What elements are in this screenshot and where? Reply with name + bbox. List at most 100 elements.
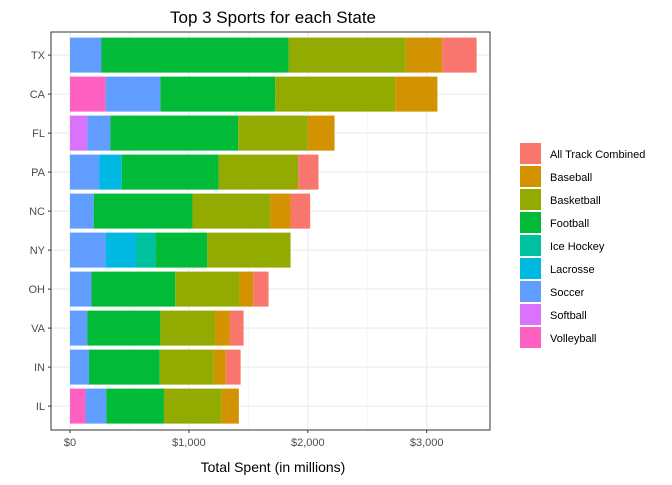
bar-ny-basketball	[207, 232, 291, 268]
bar-va-basketball	[160, 310, 216, 346]
chart-title: Top 3 Sports for each State	[170, 8, 376, 27]
bar-ca-baseball	[395, 76, 438, 112]
legend-item: Softball	[520, 304, 587, 325]
bar-pa-soccer	[70, 154, 100, 190]
legend-item: Soccer	[520, 281, 585, 302]
bar-va-all-track-combined	[229, 310, 244, 346]
legend-swatch	[520, 212, 541, 233]
legend-swatch	[520, 166, 541, 187]
y-tick-label: FL	[32, 128, 45, 140]
bar-in-baseball	[213, 349, 226, 385]
bar-fl-baseball	[307, 115, 335, 151]
legend-item: Baseball	[520, 166, 592, 187]
bar-pa-basketball	[218, 154, 299, 190]
bar-nc-football	[93, 193, 193, 229]
bar-va-baseball	[215, 310, 230, 346]
y-tick-label: CA	[30, 89, 46, 101]
bar-ny-lacrosse	[105, 232, 136, 268]
x-tick-label: $2,000	[291, 437, 325, 449]
bar-oh-football	[91, 271, 176, 307]
bar-fl-basketball	[238, 115, 308, 151]
legend-label: Football	[550, 218, 589, 230]
legend-label: Baseball	[550, 172, 592, 184]
legend-label: Basketball	[550, 195, 601, 207]
bar-ca-soccer	[105, 76, 161, 112]
legend-swatch	[520, 281, 541, 302]
bar-in-football	[89, 349, 160, 385]
x-axis-title: Total Spent (in millions)	[201, 459, 346, 475]
legend-swatch	[520, 258, 541, 279]
bar-nc-soccer	[70, 193, 94, 229]
y-tick-label: NY	[30, 245, 46, 257]
bar-tx-football	[101, 37, 289, 73]
legend-label: Ice Hockey	[550, 241, 605, 253]
bar-oh-all-track-combined	[253, 271, 269, 307]
bar-il-baseball	[221, 388, 239, 424]
bar-fl-football	[110, 115, 239, 151]
bar-oh-basketball	[175, 271, 240, 307]
bar-nc-baseball	[270, 193, 291, 229]
y-tick-label: TX	[31, 50, 46, 62]
legend-item: Lacrosse	[520, 258, 595, 279]
bar-nc-basketball	[192, 193, 271, 229]
bar-pa-lacrosse	[99, 154, 122, 190]
x-tick-label: $3,000	[410, 437, 444, 449]
y-tick-label: IL	[36, 401, 45, 413]
bar-oh-soccer	[70, 271, 92, 307]
y-tick-label: VA	[31, 323, 46, 335]
y-tick-label: NC	[29, 206, 45, 218]
y-tick-label: IN	[34, 362, 45, 374]
bar-nc-all-track-combined	[290, 193, 311, 229]
x-axis: $0 $1,000 $2,000 $3,000	[64, 430, 444, 449]
y-tick-label: OH	[29, 284, 46, 296]
bar-il-basketball	[163, 388, 222, 424]
bar-tx-all-track-combined	[442, 37, 477, 73]
bar-il-volleyball	[70, 388, 86, 424]
panel-border	[50, 31, 491, 431]
bar-ca-basketball	[275, 76, 396, 112]
bar-ny-football	[155, 232, 208, 268]
legend-item: Football	[520, 212, 589, 233]
legend-item: Volleyball	[520, 327, 596, 348]
bar-pa-all-track-combined	[298, 154, 319, 190]
legend: All Track Combined Baseball Basketball Foot…	[520, 143, 645, 348]
legend-label: All Track Combined	[550, 149, 645, 161]
legend-label: Soccer	[550, 287, 585, 299]
legend-label: Softball	[550, 310, 587, 322]
bar-tx-basketball	[288, 37, 406, 73]
bar-ca-volleyball	[70, 76, 106, 112]
bar-in-all-track-combined	[225, 349, 241, 385]
y-tick-label: PA	[31, 167, 46, 179]
legend-item: Ice Hockey	[520, 235, 605, 256]
legend-swatch	[520, 189, 541, 210]
bar-fl-soccer	[87, 115, 111, 151]
bar-in-soccer	[70, 349, 90, 385]
legend-label: Lacrosse	[550, 264, 595, 276]
bar-in-basketball	[159, 349, 214, 385]
legend-label: Volleyball	[550, 333, 596, 345]
legend-item: All Track Combined	[520, 143, 645, 164]
legend-swatch	[520, 304, 541, 325]
bar-il-soccer	[85, 388, 107, 424]
legend-swatch	[520, 235, 541, 256]
bar-va-football	[87, 310, 161, 346]
x-tick-label: $1,000	[172, 437, 206, 449]
bar-tx-soccer	[70, 37, 102, 73]
bar-oh-baseball	[239, 271, 254, 307]
bars-layer	[70, 37, 477, 424]
bar-ny-ice-hockey	[135, 232, 156, 268]
bar-il-football	[106, 388, 164, 424]
bar-va-soccer	[70, 310, 88, 346]
y-axis: TX CA FL PA NC NY OH VA IN IL	[29, 50, 51, 413]
legend-swatch	[520, 327, 541, 348]
legend-swatch	[520, 143, 541, 164]
legend-item: Basketball	[520, 189, 601, 210]
bar-pa-football	[121, 154, 219, 190]
bar-fl-softball	[70, 115, 88, 151]
bar-ca-football	[160, 76, 276, 112]
x-tick-label: $0	[64, 437, 76, 449]
bar-tx-baseball	[405, 37, 443, 73]
bar-ny-soccer	[70, 232, 106, 268]
